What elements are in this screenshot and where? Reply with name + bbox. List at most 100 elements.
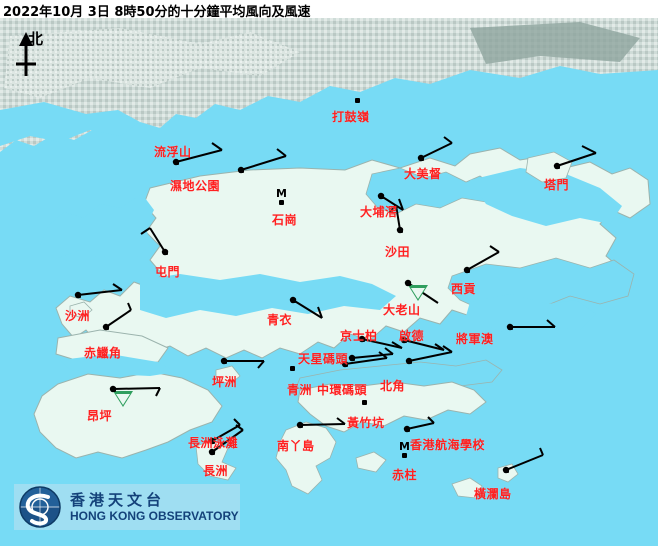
- station-marker-m: M: [399, 440, 410, 453]
- station-marker-dot[interactable]: [508, 325, 513, 330]
- wind-barb-flag: [434, 343, 445, 351]
- station-marker-dot[interactable]: [343, 362, 348, 367]
- station-label: 沙田: [385, 245, 411, 259]
- station-label: 青洲: [287, 383, 313, 397]
- station-marker-dot[interactable]: [360, 337, 365, 342]
- wind-barb-shaft: [211, 424, 241, 442]
- station-marker-dot[interactable]: [379, 194, 384, 199]
- mainland-hills-east: [470, 22, 640, 64]
- station-marker-dot[interactable]: [398, 228, 403, 233]
- station-label: 大埔滘: [360, 205, 398, 219]
- wind-barb-shaft: [408, 351, 453, 362]
- wind-barb-flag: [127, 302, 132, 311]
- station-marker-dot[interactable]: [279, 200, 284, 205]
- wind-barb-flag: [233, 418, 241, 426]
- station-label: 將軍澳: [456, 332, 494, 346]
- station-label: 長洲: [203, 464, 229, 478]
- station-marker-dot[interactable]: [405, 427, 410, 432]
- station-marker-dot[interactable]: [298, 423, 303, 428]
- station-label: 大美督: [404, 167, 442, 181]
- wind-barb-flag: [539, 447, 544, 456]
- sha-chau-island: [69, 301, 93, 319]
- north-label: 北: [28, 30, 44, 48]
- wind-barb-shaft: [344, 357, 388, 365]
- station-marker-dot[interactable]: [163, 250, 168, 255]
- wind-barb-flag: [384, 347, 394, 355]
- page-title: 2022年10月 3日 8時50分的十分鐘平均風向及風速: [3, 5, 311, 20]
- wind-barb-shaft: [240, 155, 287, 171]
- station-marker-dot[interactable]: [402, 338, 407, 343]
- station-label: 天星碼頭: [298, 352, 349, 366]
- wind-barb-flag: [112, 283, 123, 291]
- wind-barb-flag: [443, 136, 453, 144]
- wind-barb-shaft: [292, 299, 323, 319]
- wind-barb-shaft: [406, 422, 435, 430]
- cheung-chau-island: [195, 439, 237, 481]
- wind-barb-flag: [391, 341, 403, 349]
- lamma-island: [275, 421, 337, 495]
- station-marker-dot[interactable]: [465, 268, 470, 273]
- hong-kong-island: [297, 381, 487, 433]
- wind-barb-shaft: [175, 149, 223, 163]
- basemap-svg: [0, 18, 658, 546]
- wind-barb-shaft: [361, 338, 403, 349]
- wind-barb-shaft: [556, 152, 597, 167]
- station-marker-dot[interactable]: [402, 453, 407, 458]
- station-label: 坪洲: [212, 375, 238, 389]
- station-label: 京士柏: [340, 329, 378, 343]
- station-marker-dot[interactable]: [222, 359, 227, 364]
- station-marker-dot[interactable]: [355, 98, 360, 103]
- tolo-channel: [470, 168, 622, 226]
- station-label: 長洲泳灘: [188, 436, 239, 450]
- station-marker-dot[interactable]: [350, 356, 355, 361]
- wind-barb-flag: [317, 306, 323, 319]
- wind-barb-flag: [155, 387, 161, 397]
- station-marker-dot[interactable]: [407, 359, 412, 364]
- station-label: 流浮山: [154, 145, 192, 159]
- station-marker-dot[interactable]: [174, 160, 179, 165]
- peng-chau-island: [215, 365, 241, 385]
- tuen-mun-coast-water: [140, 274, 396, 318]
- station-marker-dot[interactable]: [239, 168, 244, 173]
- wind-barb-shaft: [466, 251, 500, 271]
- wind-barb-flag: [378, 351, 388, 359]
- hko-name-english: HONG KONG OBSERVATORY: [70, 508, 239, 523]
- station-label: 濕地公園: [170, 179, 221, 193]
- shenzhen-bay-water: [0, 102, 140, 146]
- station-label: 沙洲: [65, 309, 91, 323]
- station-marker-dot[interactable]: [111, 387, 116, 392]
- hko-logo: 香港天文台 HONG KONG OBSERVATORY: [14, 484, 240, 530]
- station-label: 南丫島: [277, 439, 315, 453]
- station-marker-dot[interactable]: [362, 400, 367, 405]
- wind-barb-flag: [336, 417, 346, 425]
- station-marker-dot[interactable]: [104, 325, 109, 330]
- map-canvas[interactable]: [0, 18, 658, 546]
- station-marker-dot[interactable]: [406, 281, 411, 286]
- station-label: 香港航海學校: [410, 438, 486, 452]
- station-marker-dot[interactable]: [210, 439, 215, 444]
- wind-barb-shaft: [351, 353, 394, 359]
- wind-barb-flag: [211, 142, 223, 151]
- hko-emblem-icon: [19, 486, 61, 528]
- wind-barb-shaft: [403, 339, 445, 351]
- wind-barb-flag: [442, 345, 453, 353]
- station-label: 赤柱: [392, 468, 418, 482]
- station-marker-dot[interactable]: [555, 164, 560, 169]
- station-marker-dot[interactable]: [290, 366, 295, 371]
- station-label: 塔門: [544, 178, 570, 192]
- station-marker-dot[interactable]: [504, 468, 509, 473]
- station-marker-dot[interactable]: [419, 156, 424, 161]
- hko-logo-text: 香港天文台 HONG KONG OBSERVATORY: [70, 491, 239, 523]
- lantau-north-bay: [60, 354, 176, 376]
- wind-barb-flag: [581, 145, 597, 154]
- station-marker-dot[interactable]: [76, 293, 81, 298]
- wind-barb-shaft: [420, 142, 453, 159]
- station-label: 西貢: [451, 282, 477, 296]
- wind-barb-shaft: [211, 429, 244, 453]
- wind-barb-shaft: [112, 387, 161, 390]
- station-marker-dot[interactable]: [291, 298, 296, 303]
- station-marker-dot[interactable]: [210, 450, 215, 455]
- wind-barb-shaft: [149, 227, 166, 253]
- mainland-china-detail: [4, 28, 300, 98]
